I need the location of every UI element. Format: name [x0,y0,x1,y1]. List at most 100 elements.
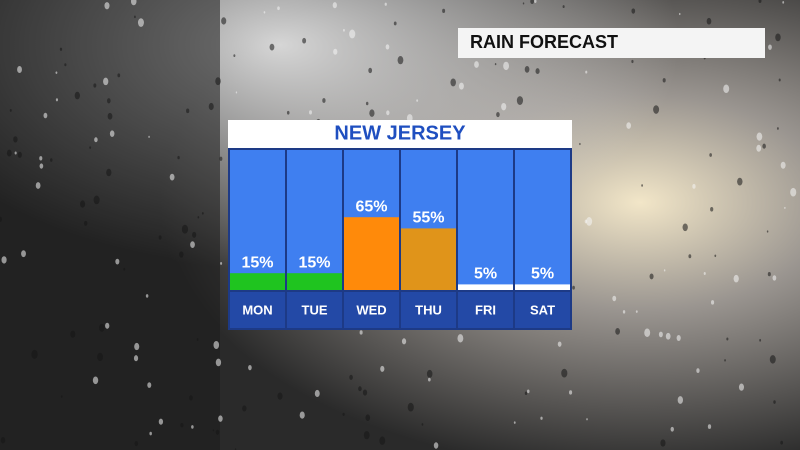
rain-drop [197,216,200,219]
rain-drop [235,91,238,94]
rain-drop [710,207,714,212]
rain-drop [572,285,575,290]
rain-drop [94,137,98,143]
rain-drop [133,355,139,362]
rain-drop [179,251,184,258]
rain-drop [333,48,338,55]
rain-drop [416,99,419,102]
rain-drop [269,43,275,51]
rain-drop [219,156,223,161]
rain-drop [60,395,63,398]
x-tick-label: SAT [530,302,555,317]
rain-drop [782,0,785,4]
rain-drop [653,105,660,114]
rain-drop [433,442,439,449]
rain-drop [309,110,312,115]
title-box [228,120,572,148]
rain-drop [277,6,280,11]
rain-drop [535,68,540,75]
rain-drop [756,144,762,152]
rain-drop [380,365,385,372]
rain-drop [80,200,86,208]
rain-drop [181,224,189,234]
x-tick-label: TUE [302,302,328,317]
data-label: 15% [298,254,330,271]
rain-drop [191,425,194,429]
rain-drop [93,195,100,205]
rain-drop [43,112,48,119]
rain-drop [97,352,103,362]
rain-drop [503,61,510,71]
rain-drop [9,108,12,112]
rain-drop [579,142,581,146]
rain-drop [426,369,433,378]
rain-drop [540,416,543,420]
rain-drop [585,70,588,74]
rain-drop [190,241,195,248]
rain-drop [662,78,666,83]
rain-drop [263,11,266,14]
rain-drop [660,439,666,447]
rain-drop [677,396,684,404]
bar [401,228,456,290]
rain-drop [622,310,626,314]
rain-drop [13,136,18,143]
rain-drop [524,65,530,73]
rain-drop [384,2,387,6]
day-strip [230,292,285,328]
data-label: 55% [412,210,444,227]
rain-drop [710,300,715,305]
rain-drop [401,338,407,345]
rain-drop [196,338,199,341]
rain-drop [31,349,38,359]
rain-drop [428,377,431,382]
rain-drop [501,102,507,111]
rain-drop [21,250,26,258]
rain-drop [363,431,370,440]
rain-drop [524,391,528,396]
rain-drop [615,327,621,335]
rain-drop [342,412,345,416]
rain-drop [189,395,193,401]
rain-drop [385,44,390,50]
rain-drop [134,342,140,351]
rain-drop [733,274,739,283]
rain-drop [158,418,164,425]
rain-drop [368,67,373,74]
day-strip [458,292,513,328]
rain-drop [286,110,290,115]
bar [515,284,570,290]
rain-drop [530,0,535,5]
rain-drop [762,143,766,149]
rain-drop [459,82,464,90]
rain-drop [767,271,771,277]
rain-drop [682,223,688,232]
rain-drop [644,328,651,337]
rain-drop [123,267,126,271]
rain-drop [233,54,236,58]
rain-drop [35,182,41,189]
rain-drop [89,146,92,150]
rain-drop [703,271,706,275]
rain-drop [277,392,283,400]
rain-drop [212,429,215,432]
rain-drop [557,341,562,347]
rain-drop [64,63,67,67]
rain-drop [494,63,497,66]
rain-drop [386,110,390,116]
rain-drop [134,15,136,19]
rain-drop [147,382,152,388]
rain-drop [776,127,779,130]
rain-drop [180,422,184,428]
rain-drop [766,230,769,233]
rain-drop [215,358,222,367]
rain-drop [186,108,190,114]
rain-drop [692,184,696,189]
rain-drop [726,337,729,341]
data-label: 65% [355,198,387,215]
day-strip [515,292,570,328]
subtitle: RAIN FORECAST [470,32,618,52]
rain-drop [342,28,345,32]
rain-drop [332,2,337,9]
rain-drop [148,135,150,138]
